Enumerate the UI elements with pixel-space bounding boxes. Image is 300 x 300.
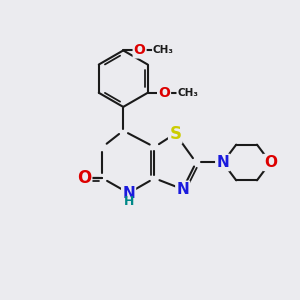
Text: N: N: [176, 182, 189, 197]
Text: O: O: [264, 155, 277, 170]
Text: H: H: [124, 195, 134, 208]
Text: O: O: [77, 169, 91, 187]
Text: O: O: [134, 44, 146, 57]
Text: CH₃: CH₃: [177, 88, 198, 98]
Text: N: N: [216, 155, 229, 170]
Text: S: S: [169, 125, 181, 143]
Text: CH₃: CH₃: [153, 45, 174, 56]
Text: N: N: [216, 155, 229, 170]
Text: O: O: [158, 86, 170, 100]
Text: N: N: [122, 186, 135, 201]
